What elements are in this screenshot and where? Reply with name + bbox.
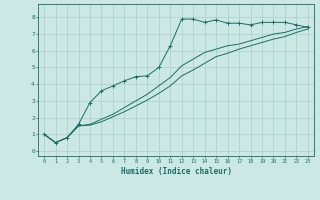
X-axis label: Humidex (Indice chaleur): Humidex (Indice chaleur) (121, 167, 231, 176)
